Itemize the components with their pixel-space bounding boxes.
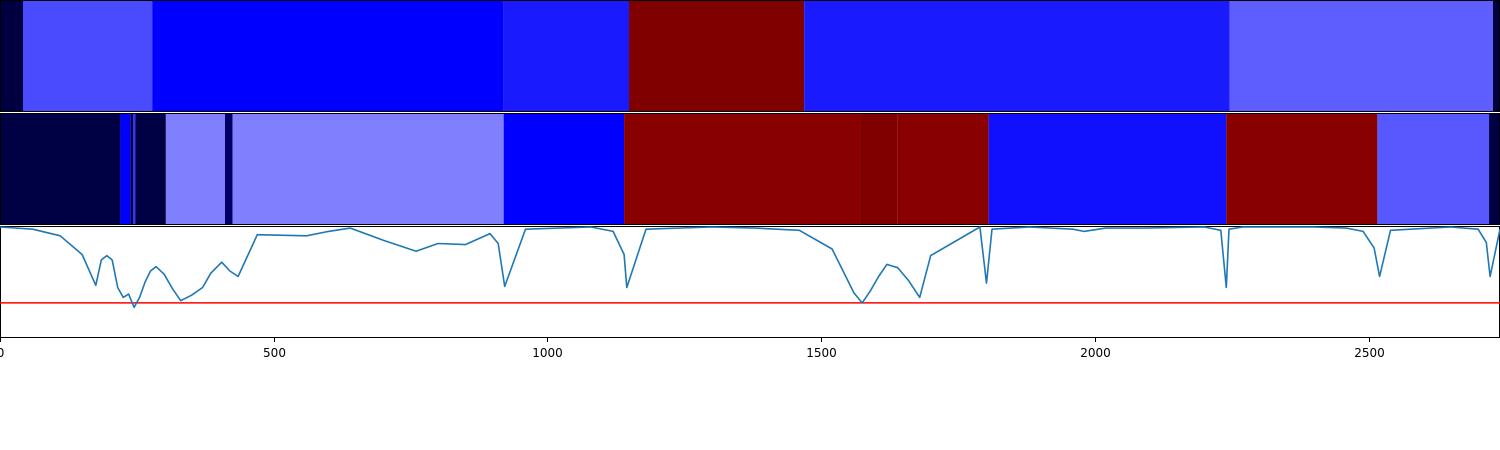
band-2-segment-1 [120,114,131,224]
band-2-segment-7 [232,114,504,224]
band-2-segment-8 [503,114,625,224]
band-2-segment-6 [225,114,233,224]
x-axis: 0 500 1000 1500 2000 2500 [0,337,1385,360]
signal-line [0,226,1500,309]
band-1-segment-1 [22,1,153,111]
band-2-segment-5 [165,114,225,224]
segmentation-band-1 [0,1,1500,111]
band-2-segment-11 [897,114,989,224]
band-1-segment-6 [1229,1,1493,111]
band-1-segment-7 [1492,1,1500,111]
band-1-segment-2 [152,1,504,111]
band-1-segment-4 [629,1,805,111]
band-2-segment-14 [1377,114,1490,224]
band-2-segment-9 [624,114,861,224]
band-2-segment-15 [1489,114,1500,224]
plot-frame [0,226,1500,338]
band-2-segment-3 [133,114,136,224]
band-2-segment-13 [1226,114,1378,224]
x-tick-label-500: 500 [263,346,286,360]
band-1-segment-5 [804,1,1230,111]
x-tick-label-1500: 1500 [806,346,837,360]
x-tick-label-0: 0 [0,346,4,360]
band-2-segment-4 [135,114,166,224]
band-1-segment-0 [0,1,23,111]
band-2-segment-10 [860,114,898,224]
segmentation-band-2 [0,114,1500,224]
band-2-segment-2 [130,114,134,224]
band-2-segment-0 [0,114,121,224]
band-2-segment-12 [988,114,1227,224]
x-tick-label-2500: 2500 [1354,346,1385,360]
band-1-segment-3 [503,1,630,111]
x-tick-label-2000: 2000 [1080,346,1111,360]
x-tick-label-1000: 1000 [532,346,563,360]
signal-plot: 0 500 1000 1500 2000 2500 [0,226,1500,360]
